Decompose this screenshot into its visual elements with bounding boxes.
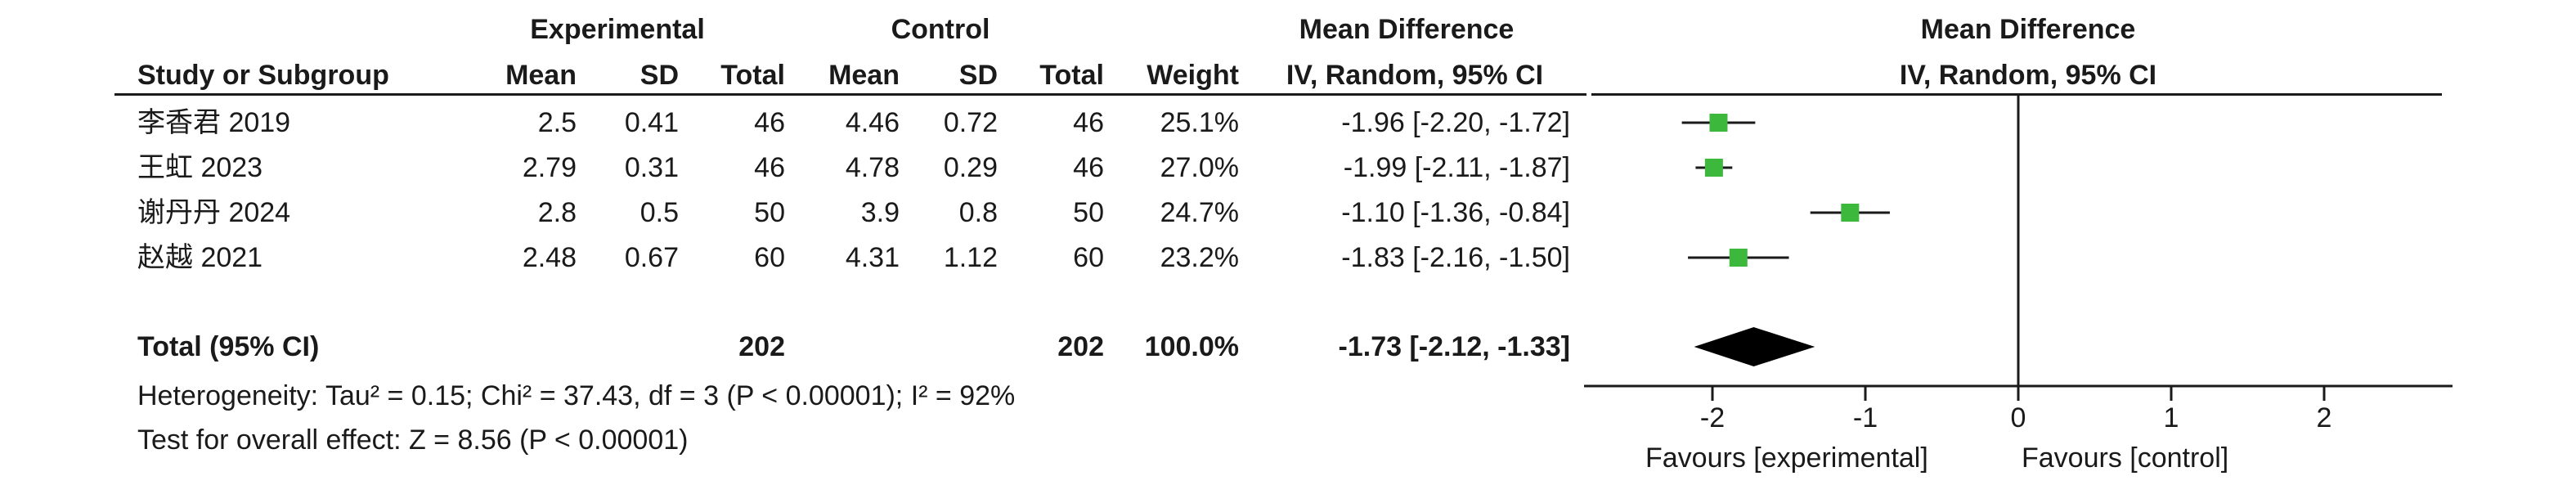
ctrl-mean-value: 4.31 [845,242,900,273]
plot-mean-difference-header: Mean Difference [1920,14,2136,45]
x-tick-label: 2 [2317,402,2332,433]
study-marker [1709,114,1728,132]
mean-difference-header: Mean Difference [1299,14,1515,45]
ctrl-mean-value: 4.78 [845,152,900,183]
ctrl-mean-value: 3.9 [860,197,900,228]
study-name: 李香君 2019 [137,107,291,138]
method-header: IV, Random, 95% CI [1286,60,1544,91]
ctrl-total-value: 60 [1073,242,1104,273]
study-marker [1704,159,1723,177]
control-group-header: Control [891,14,990,45]
weight-value: 27.0% [1160,152,1239,183]
pooled-diamond [1694,327,1815,366]
exp-mean-value: 2.5 [537,107,577,138]
ci-value: -1.96 [-2.20, -1.72] [1341,107,1570,138]
weight-value: 24.7% [1160,197,1239,228]
total-ci: -1.73 [-2.12, -1.33] [1338,331,1570,362]
exp-total-value: 60 [754,242,785,273]
weight-header: Weight [1147,60,1239,91]
exp-total-value: 46 [754,152,785,183]
ctrl-mean-header: Mean [828,60,900,91]
x-tick-label: -1 [1853,402,1878,433]
exp-sd-value: 0.41 [624,107,679,138]
exp-mean-value: 2.48 [522,242,577,273]
ci-value: -1.10 [-1.36, -0.84] [1341,197,1570,228]
x-tick-label: -2 [1700,402,1725,433]
study-or-subgroup-header: Study or Subgroup [137,60,389,91]
ctrl-total-header: Total [1039,60,1104,91]
study-marker [1729,249,1748,267]
ctrl-sd-header: SD [958,60,998,91]
study-name: 王虹 2023 [137,152,263,183]
weight-value: 25.1% [1160,107,1239,138]
heterogeneity-text: Heterogeneity: Tau² = 0.15; Chi² = 37.43… [137,380,1016,411]
exp-sd-value: 0.5 [640,197,679,228]
ci-value: -1.99 [-2.11, -1.87] [1343,152,1570,183]
ctrl-total-value: 50 [1073,197,1104,228]
overall-effect-text: Test for overall effect: Z = 8.56 (P < 0… [137,424,689,456]
ctrl-sd-value: 0.8 [958,197,998,228]
total-ctrl-n: 202 [1057,331,1104,362]
ci-value: -1.83 [-2.16, -1.50] [1341,242,1570,273]
exp-mean-header: Mean [505,60,577,91]
ctrl-mean-value: 4.46 [845,107,900,138]
exp-sd-value: 0.67 [624,242,679,273]
exp-sd-value: 0.31 [624,152,679,183]
ctrl-sd-value: 1.12 [943,242,998,273]
study-name: 谢丹丹 2024 [137,197,291,228]
exp-mean-value: 2.8 [537,197,577,228]
experimental-group-header: Experimental [530,14,705,45]
plot-header-rule [1591,93,2442,96]
ctrl-total-value: 46 [1073,152,1104,183]
weight-value: 23.2% [1160,242,1239,273]
ctrl-sd-value: 0.72 [943,107,998,138]
favours-experimental-label: Favours [experimental] [1645,442,1928,474]
exp-total-value: 46 [754,107,785,138]
favours-control-label: Favours [control] [2022,442,2229,474]
exp-sd-header: SD [640,60,679,91]
x-tick-label: 1 [2164,402,2179,433]
study-marker [1841,204,1860,222]
x-tick-label: 0 [2011,402,2026,433]
exp-mean-value: 2.79 [522,152,577,183]
exp-total-header: Total [720,60,785,91]
total-label: Total (95% CI) [137,331,320,362]
study-name: 赵越 2021 [137,242,263,273]
total-exp-n: 202 [738,331,785,362]
table-header-rule [114,93,1586,96]
total-weight: 100.0% [1144,331,1239,362]
ctrl-sd-value: 0.29 [943,152,998,183]
plot-method-header: IV, Random, 95% CI [1899,60,2157,91]
exp-total-value: 50 [754,197,785,228]
ctrl-total-value: 46 [1073,107,1104,138]
